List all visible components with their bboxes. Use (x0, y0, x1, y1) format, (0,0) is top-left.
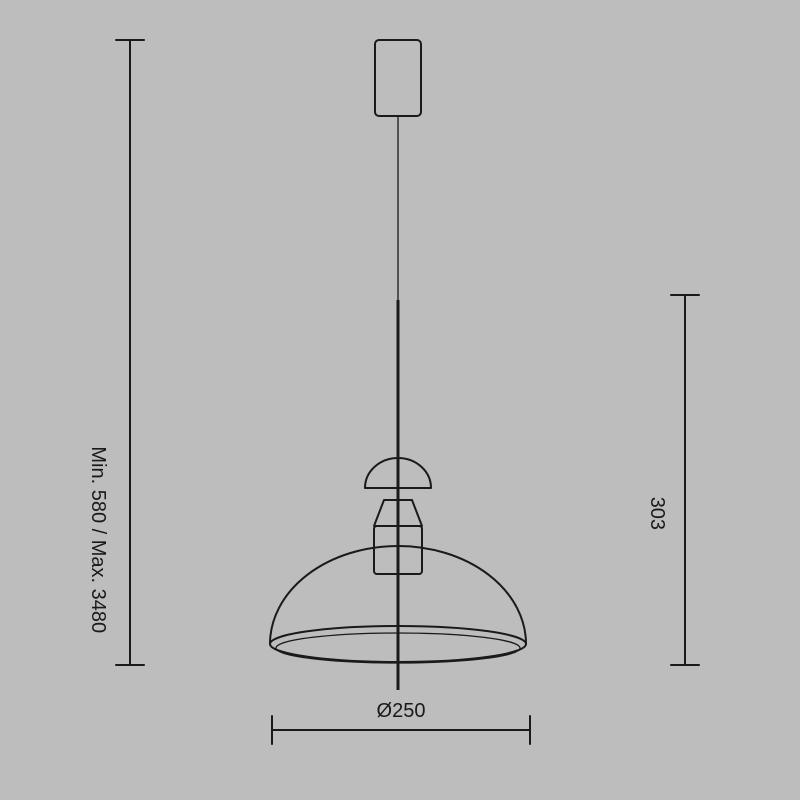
diagram-svg (0, 0, 800, 800)
dim-label-height-full: Min. 580 / Max. 3480 (86, 446, 109, 633)
dim-label-height-fixture: 303 (645, 497, 668, 530)
diagram-canvas: Min. 580 / Max. 3480 303 Ø250 (0, 0, 800, 800)
dim-label-diameter: Ø250 (377, 700, 426, 723)
